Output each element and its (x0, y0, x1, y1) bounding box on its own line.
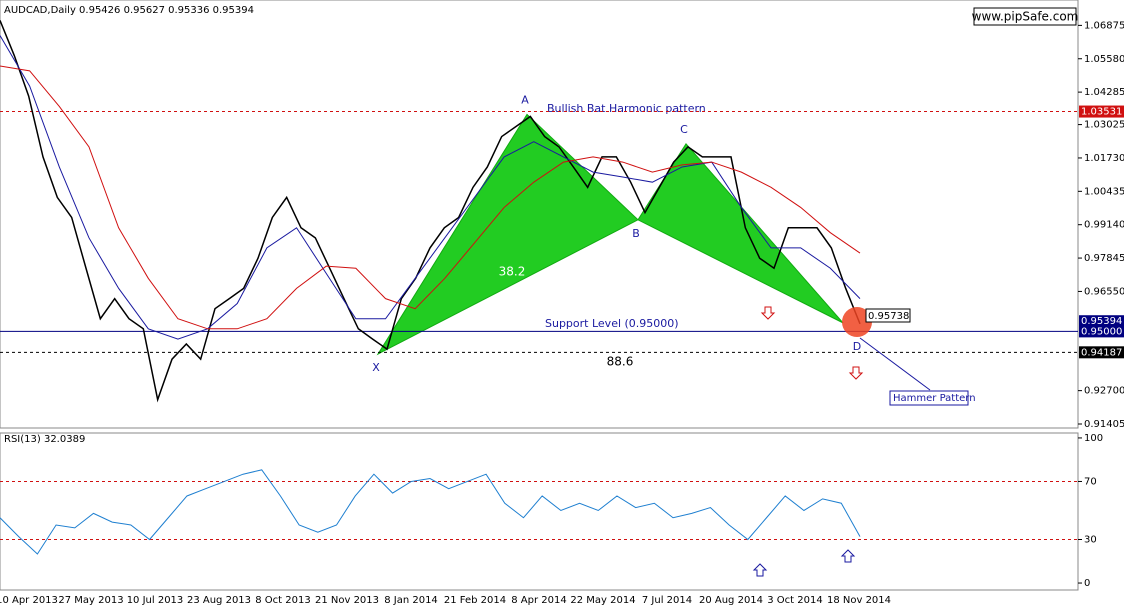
series-line (0, 20, 861, 403)
x-tick-label: 22 May 2014 (570, 595, 635, 606)
y-tick-label: 1.01730 (1084, 153, 1124, 164)
watermark-box (973, 7, 1077, 26)
y-tick-label: 100 (1084, 433, 1103, 444)
pattern-point: X (372, 361, 380, 374)
last-price-tag (1079, 315, 1124, 328)
rsi-frame (0, 432, 1079, 591)
rsi-title: RSI(13) 32.0389 (4, 434, 85, 445)
main-frame (0, 0, 1079, 429)
y-tick-label: 1.03025 (1084, 120, 1124, 131)
y-tick-label: 70 (1084, 476, 1097, 487)
x-tick-label: 7 Jul 2014 (642, 595, 692, 606)
pattern-point: D (853, 340, 861, 353)
series-line (0, 469, 861, 555)
x-tick-label: 21 Nov 2013 (315, 595, 379, 606)
hammer-box (889, 390, 969, 406)
y-tick-label: 0.99140 (1084, 220, 1124, 231)
x-tick-label: 23 Aug 2013 (187, 595, 251, 606)
x-tick-label: 8 Apr 2014 (511, 595, 566, 606)
level-label: 0.94187 (1081, 347, 1122, 358)
y-tick-label: 1.00435 (1084, 186, 1124, 197)
level-tag (1079, 105, 1124, 118)
price-annotation: 0.95738 (868, 311, 909, 322)
y-tick-label: 1.05580 (1084, 54, 1124, 65)
x-tick-label: 10 Jul 2013 (127, 595, 184, 606)
x-tick-label: 21 Feb 2014 (444, 595, 506, 606)
up-arrow (752, 563, 768, 577)
x-tick-label: 20 Aug 2014 (699, 595, 763, 606)
y-tick-label: 0.97845 (1084, 253, 1124, 264)
y-tick-label: 0.91405 (1084, 419, 1124, 430)
x-tick-label: 8 Jan 2014 (384, 595, 438, 606)
level-label: 0.95000 (1081, 326, 1122, 337)
level-label: 1.03531 (1081, 107, 1122, 118)
y-tick-label: 0.92700 (1084, 386, 1124, 397)
y-tick-label: 30 (1084, 535, 1097, 546)
last-price-label: 0.95394 (1081, 316, 1122, 327)
level-tag (1079, 325, 1124, 338)
support-label: Support Level (0.95000) (545, 317, 679, 330)
x-tick-label: 10 Apr 2013 (0, 595, 58, 606)
y-tick-label: 1.04285 (1084, 87, 1124, 98)
y-tick-label: 0.96550 (1084, 286, 1124, 297)
watermark: www.pipSafe.com (972, 10, 1079, 24)
ratio: 88.6 (607, 355, 634, 369)
up-arrow (840, 549, 856, 563)
arrows (752, 306, 864, 577)
series-line (0, 35, 861, 340)
y-tick-label: 0 (1084, 578, 1090, 589)
level-tag (1079, 346, 1124, 359)
x-tick-label: 18 Nov 2014 (827, 595, 891, 606)
pattern-point: C (680, 123, 688, 136)
hammer-label: Hammer Pattern (893, 393, 976, 404)
price-box (865, 308, 911, 323)
x-tick-label: 8 Oct 2013 (255, 595, 310, 606)
pattern-point: A (521, 93, 529, 106)
down-arrow (760, 306, 776, 320)
series-line (0, 65, 861, 330)
down-arrow (848, 366, 864, 380)
x-tick-label: 3 Oct 2014 (767, 595, 822, 606)
pattern-point: B (632, 227, 640, 240)
hammer-marker (842, 307, 872, 337)
y-tick-label: 1.06875 (1084, 20, 1124, 31)
x-tick-label: 27 May 2013 (58, 595, 123, 606)
hammer-pointer (859, 337, 931, 391)
ratio: 38.2 (499, 265, 526, 279)
title: AUDCAD,Daily 0.95426 0.95627 0.95336 0.9… (4, 5, 254, 16)
pattern-title: Bullish Bat Harmonic pattern (547, 102, 706, 115)
